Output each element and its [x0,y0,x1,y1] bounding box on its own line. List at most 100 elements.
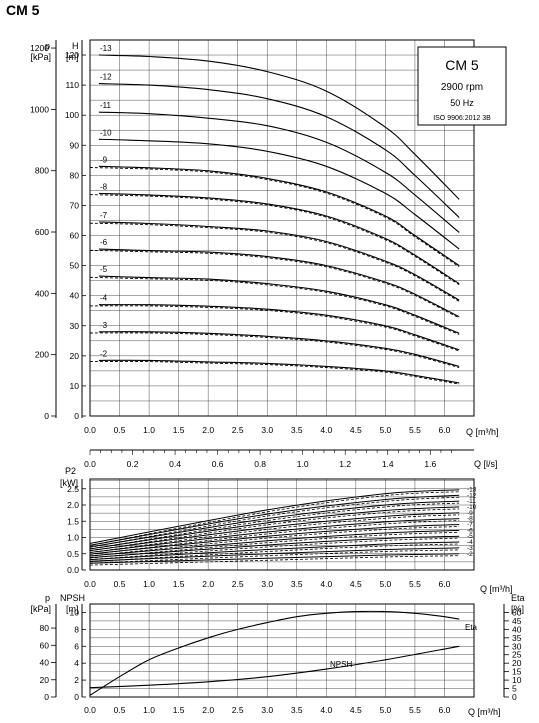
ls-tick-label: 1.0 [297,459,309,469]
head-curve-label: -8 [100,182,108,191]
head-tolerance-curve [89,276,460,335]
head-curve-label: -11 [100,101,112,110]
power-x-tick-label: 2.5 [232,579,244,589]
h-tick-label: 0 [74,411,79,421]
head-curve [98,111,460,233]
npsh-x-tick-label: 2.5 [232,705,244,715]
npsh-tick-label: 6 [74,641,79,651]
head-x-tick-label: 3.5 [291,425,303,435]
eta-axis-label: Eta [511,593,525,603]
info-box-frame [417,46,507,126]
power-curve [89,518,460,553]
power-x-tick-label: 1.0 [143,579,155,589]
head-tolerance-curve [89,167,460,268]
eta-curve-label: Eta [465,623,478,632]
eta-tick-label: 25 [512,650,522,660]
p-tick-label: 1200 [30,43,49,53]
head-tolerance-curve [89,222,460,302]
power-x-tick-label: 6.0 [439,579,451,589]
power-curve-label: -4 [467,539,473,546]
power-x-tick-label: 0.0 [84,579,96,589]
npsh-x-tick-label: 5.5 [409,705,421,715]
npsh-plot-frame [89,603,475,698]
head-x-tick-label: 0.0 [84,425,96,435]
head-chart: 0102030405060708090100110120020040060080… [30,39,499,437]
p-lower-tick-label: 40 [40,658,50,668]
head-tolerance-curve [89,305,460,352]
power-x-tick-label: 4.5 [350,579,362,589]
info-box: CM 5 2900 rpm 50 Hz ISO 9906:2012 3B [417,46,507,126]
p2-tick-label: 1.0 [67,533,79,543]
power-curve [89,541,460,561]
p-tick-label: 600 [35,227,49,237]
eta-tick-label: 30 [512,641,522,651]
p2-tick-label: 2.5 [67,484,79,494]
p2-tick-label: 1.5 [67,516,79,526]
head-curve [98,221,460,301]
head-x-tick-label: 6.0 [439,425,451,435]
power-curve-label: -9 [467,510,473,517]
ls-tick-label: 1.2 [339,459,351,469]
ls-tick-label: 0.4 [169,459,181,469]
eta-tick-label: 50 [512,607,522,617]
head-x-tick-label: 2.0 [202,425,214,435]
info-model: CM 5 [445,57,479,73]
head-curve-label: -6 [100,238,108,247]
h-tick-label: 100 [65,110,79,120]
power-curve-label: -12 [467,492,477,499]
h-tick-label: 50 [70,261,80,271]
eta-tick-label: 0 [512,692,517,702]
head-x-tick-label: 3.0 [261,425,273,435]
eta-curve [89,610,460,696]
head-tolerance-curve [89,249,460,319]
power-curve-label: -2 [467,551,473,558]
power-curve [89,529,460,557]
head-curve [98,165,460,267]
power-tolerance-curve [89,496,460,548]
h-tick-label: 10 [70,381,80,391]
info-frequency: 50 Hz [450,98,474,108]
head-curve-label: -10 [100,128,112,137]
p-tick-label: 400 [35,288,49,298]
npsh-x-tick-label: 1.0 [143,705,155,715]
p-tick-label: 800 [35,166,49,176]
npsh-x-tick-label: 3.0 [261,705,273,715]
ls-tick-label: 0.6 [212,459,224,469]
ls-tick-label: 1.6 [424,459,436,469]
page-title: CM 5 [6,2,40,18]
head-tolerance-curve [89,332,460,369]
npsh-tick-label: 0 [74,692,79,702]
p-lower-tick-label: 20 [40,675,50,685]
ls-tick-label: 0.2 [127,459,139,469]
power-x-tick-label: 1.5 [173,579,185,589]
npsh-tick-label: 8 [74,624,79,634]
ls-tick-label: 1.4 [382,459,394,469]
p-lower-tick-label: 80 [40,623,50,633]
h-tick-label: 70 [70,200,80,210]
head-x-tick-label: 5.0 [379,425,391,435]
power-curve [89,489,460,544]
h-tick-label: 110 [65,80,79,90]
power-curve-label: -7 [467,522,473,529]
power-curve [89,547,460,562]
p-tick-label: 0 [44,411,49,421]
eta-axis-unit: [%] [511,604,524,614]
h-tick-label: 60 [70,231,80,241]
head-x-tick-label: 1.5 [173,425,185,435]
eta-tick-label: 5 [512,684,517,694]
npsh-x-tick-label: 2.0 [202,705,214,715]
power-tolerance-curve [89,543,460,562]
head-curve [98,192,460,285]
npsh-curve [89,645,460,689]
power-x-tick-label: 3.5 [291,579,303,589]
power-curve [89,524,460,555]
head-curve [98,54,460,200]
power-tolerance-curve [89,537,460,560]
p2-tick-label: 2.0 [67,500,79,510]
h-tick-label: 120 [65,50,79,60]
info-speed: 2900 rpm [441,82,483,93]
p-lower-axis-unit: [kPa] [30,604,51,614]
head-x-tick-label: 0.5 [114,425,126,435]
head-x-tick-label: 4.0 [320,425,332,435]
head-curve-label: -13 [100,44,112,53]
